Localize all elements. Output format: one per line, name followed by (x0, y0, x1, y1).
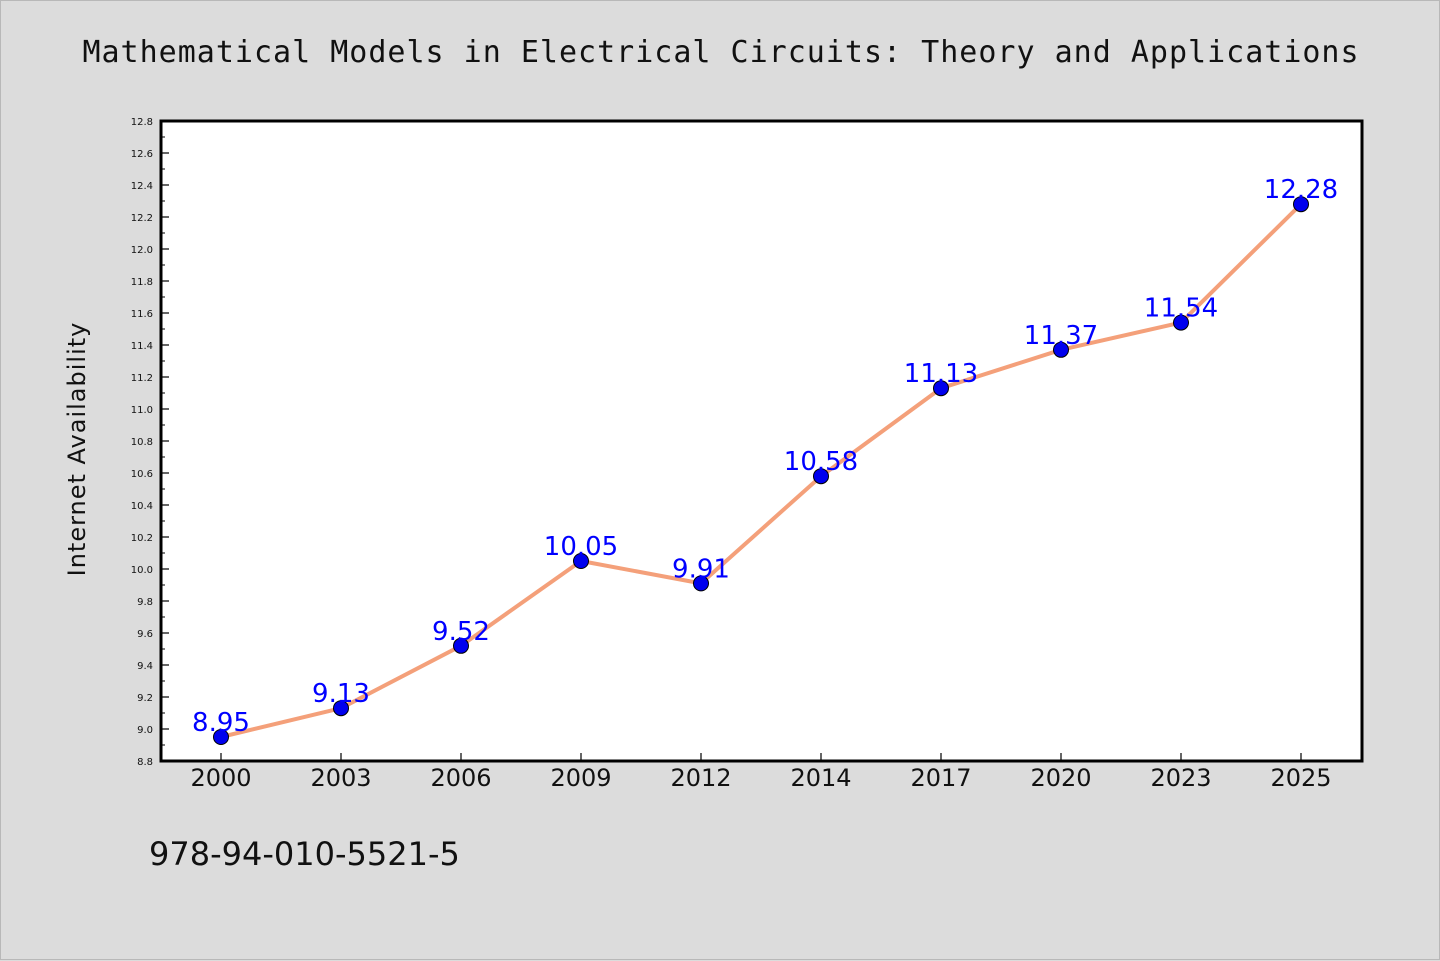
data-label: 9.13 (312, 679, 370, 709)
data-label: 10.05 (544, 532, 618, 562)
y-tick-label: 11.4 (131, 341, 153, 352)
y-tick-label: 9.8 (137, 597, 153, 608)
x-tick-label: 2006 (430, 764, 491, 792)
data-labels: 8.95 9.13 9.52 10.05 9.91 10.58 11.13 11.37 11.5… (192, 175, 1338, 738)
data-label: 11.37 (1024, 321, 1098, 351)
y-tick-label: 12.4 (131, 181, 153, 192)
y-tick-label: 10.2 (131, 533, 153, 544)
chart-title: Mathematical Models in Electrical Circui… (82, 35, 1360, 70)
data-point (573, 553, 589, 569)
x-tick-label: 2014 (790, 764, 851, 792)
data-markers (213, 196, 1309, 745)
y-tick-label: 11.8 (131, 277, 153, 288)
y-tick-label: 10.4 (131, 501, 153, 512)
x-tick-label: 2012 (670, 764, 731, 792)
y-axis-label: Internet Availability (63, 322, 91, 577)
y-tick-label: 11.2 (131, 373, 153, 384)
data-point (813, 468, 829, 485)
y-tick-label: 11.6 (131, 309, 153, 320)
isbn-text: 978-94-010-5521-5 (149, 835, 460, 873)
y-tick-label: 10.0 (131, 565, 153, 576)
x-axis: 2000 2003 2006 2009 2012 2014 2017 2020 2023 2025 (190, 753, 1332, 792)
data-point (213, 729, 229, 745)
data-point (693, 575, 709, 592)
y-tick-label: 10.6 (131, 469, 153, 480)
data-point (933, 380, 949, 397)
y-tick-label: 9.6 (137, 629, 153, 640)
data-point (453, 637, 469, 654)
y-tick-label: 12.2 (131, 213, 153, 224)
data-label: 9.91 (672, 554, 730, 584)
y-tick-label: 9.0 (137, 725, 153, 736)
x-tick-label: 2023 (1150, 764, 1211, 792)
plot-frame (159, 119, 1364, 763)
data-label: 12.28 (1264, 175, 1338, 205)
data-point (1173, 314, 1189, 331)
data-label: 9.52 (432, 617, 490, 647)
y-tick-label: 11.0 (131, 405, 153, 416)
x-tick-label: 2025 (1270, 764, 1331, 792)
x-tick-label: 2020 (1030, 764, 1091, 792)
data-label: 11.13 (904, 359, 978, 389)
data-label: 8.95 (192, 708, 250, 738)
x-tick-label: 2017 (910, 764, 971, 792)
plot-area (161, 121, 1362, 761)
y-tick-label: 10.8 (131, 437, 153, 448)
x-tick-label: 2003 (310, 764, 371, 792)
series-line (220, 202, 1303, 739)
y-tick-label: 12.0 (131, 245, 153, 256)
data-point (333, 700, 349, 717)
x-tick-label: 2000 (190, 764, 251, 792)
y-tick-label: 8.8 (137, 757, 153, 768)
data-point (1293, 196, 1309, 213)
data-point (1053, 341, 1069, 358)
y-tick-label: 9.4 (137, 661, 153, 672)
x-tick-label: 2009 (550, 764, 611, 792)
data-label: 11.54 (1144, 294, 1218, 324)
y-tick-label: 12.8 (131, 117, 153, 128)
data-label: 10.58 (784, 447, 858, 477)
y-tick-label: 9.2 (137, 693, 153, 704)
y-tick-label: 12.6 (131, 149, 153, 160)
